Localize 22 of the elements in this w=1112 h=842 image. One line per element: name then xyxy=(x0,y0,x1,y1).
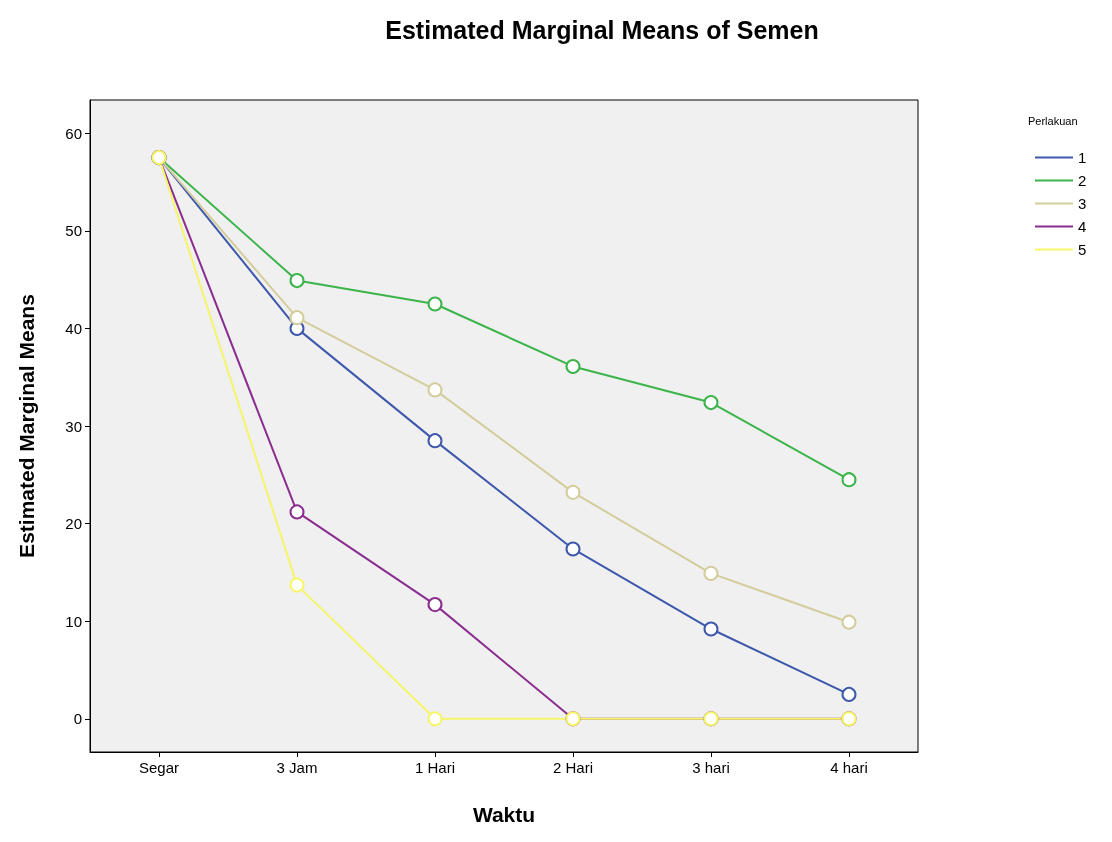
x-tick-label: 2 Hari xyxy=(552,759,594,776)
legend-label: 5 xyxy=(1078,241,1087,258)
y-tick-label: 50 xyxy=(65,222,82,240)
legend-label: 3 xyxy=(1078,195,1087,212)
chart-title: Estimated Marginal Means of Semen xyxy=(385,15,819,44)
x-axis-title: Waktu xyxy=(472,803,536,826)
x-tick-label: Segar xyxy=(138,759,180,776)
y-tick-label: 30 xyxy=(65,417,82,435)
y-tick-label: 0 xyxy=(73,710,82,728)
x-tick-label: 3 Jam xyxy=(276,759,318,776)
y-tick-label: 20 xyxy=(65,515,82,533)
legend-label: 4 xyxy=(1078,218,1087,235)
legend-label: 2 xyxy=(1078,172,1087,189)
legend-label: 1 xyxy=(1078,149,1087,166)
x-tick-label: 1 Hari xyxy=(414,759,456,776)
x-tick-label: 4 hari xyxy=(830,759,868,776)
y-tick-label: 60 xyxy=(65,124,82,142)
legend-title: Perlakuan xyxy=(1028,114,1078,127)
y-axis-title: Estimated Marginal Means xyxy=(15,294,38,558)
y-tick-label: 40 xyxy=(65,319,82,337)
y-tick-label: 10 xyxy=(65,612,82,630)
x-tick-label: 3 hari xyxy=(692,759,730,776)
